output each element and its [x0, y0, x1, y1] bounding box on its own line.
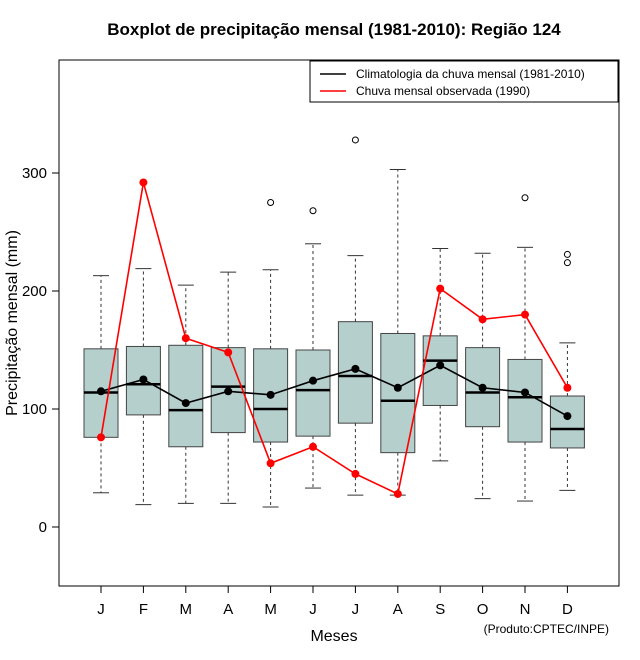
x-tick-label: J: [309, 601, 317, 618]
series-line: [100, 364, 568, 417]
chart-title: Boxplot de precipitação mensal (1981-201…: [107, 20, 561, 39]
y-tick-label: 200: [22, 283, 47, 300]
series-lines-group: [97, 178, 572, 498]
box-10: [465, 252, 501, 500]
series-point: [521, 310, 529, 319]
series-point: [521, 388, 529, 397]
series-point: [436, 361, 445, 370]
iqr-box: [295, 349, 331, 437]
series-point: [563, 412, 572, 421]
y-tick-label: 300: [22, 165, 47, 182]
box-11: [507, 194, 543, 502]
series-point: [266, 459, 275, 468]
x-tick-label: F: [139, 601, 148, 618]
series-point: [478, 315, 487, 324]
series-point: [181, 399, 190, 408]
x-tick-label: A: [223, 601, 233, 618]
observed-series: [97, 178, 572, 498]
box-6: [295, 207, 331, 489]
series-point: [224, 348, 233, 357]
iqr-box: [380, 332, 416, 454]
series-point: [139, 178, 148, 187]
legend-label-climatology: Climatologia da chuva mensal (1981-2010): [356, 67, 585, 81]
box-12: [549, 250, 585, 491]
x-tick-label: M: [264, 601, 277, 618]
series-point: [181, 334, 190, 343]
box-8: [380, 168, 416, 496]
legend: Climatologia da chuva mensal (1981-2010)…: [309, 60, 619, 103]
box-3: [168, 284, 204, 504]
series-point: [139, 375, 148, 384]
x-tick-label: O: [477, 601, 489, 618]
x-tick-label: J: [97, 601, 105, 618]
outlier-point: [563, 250, 571, 258]
climatology-series: [97, 361, 572, 421]
series-point: [563, 383, 572, 392]
x-tick-label: D: [562, 601, 573, 618]
x-tick-label: S: [435, 601, 445, 618]
iqr-box: [507, 358, 543, 443]
outlier-point: [309, 207, 317, 215]
plot-frame: [58, 59, 620, 587]
series-point: [393, 383, 402, 392]
series-point: [266, 390, 275, 399]
legend-box: [309, 60, 619, 103]
x-axis-label: Meses: [310, 628, 357, 645]
iqr-box: [549, 395, 585, 449]
x-tick-label: M: [180, 601, 193, 618]
y-tick-label: 0: [39, 519, 47, 536]
series-line: [100, 182, 569, 496]
x-tick-label: N: [520, 601, 531, 618]
series-point: [351, 364, 360, 373]
box-9: [422, 248, 458, 462]
series-point: [97, 387, 105, 396]
series-point: [224, 387, 233, 396]
series-point: [436, 284, 445, 293]
y-tick-label: 100: [22, 401, 47, 418]
boxes-group: [83, 136, 585, 508]
series-point: [351, 469, 360, 478]
product-credit: (Produto:CPTEC/INPE): [484, 622, 609, 636]
series-point: [97, 433, 105, 442]
outlier-point: [563, 259, 571, 267]
x-tick-label: J: [352, 601, 360, 618]
legend-label-observed: Chuva mensal observada (1990): [356, 84, 530, 98]
outlier-point: [267, 199, 275, 206]
series-point: [309, 442, 317, 451]
box-7: [337, 136, 373, 496]
series-point: [393, 489, 402, 498]
series-point: [478, 383, 487, 392]
x-tick-label: A: [393, 601, 403, 618]
outlier-point: [351, 136, 359, 144]
y-axis-label: Precipitação mensal (mm): [4, 230, 21, 416]
series-point: [309, 376, 317, 385]
box-1: [83, 275, 119, 494]
outlier-point: [521, 194, 529, 202]
y-axis: 0 100 200 300: [22, 165, 59, 536]
